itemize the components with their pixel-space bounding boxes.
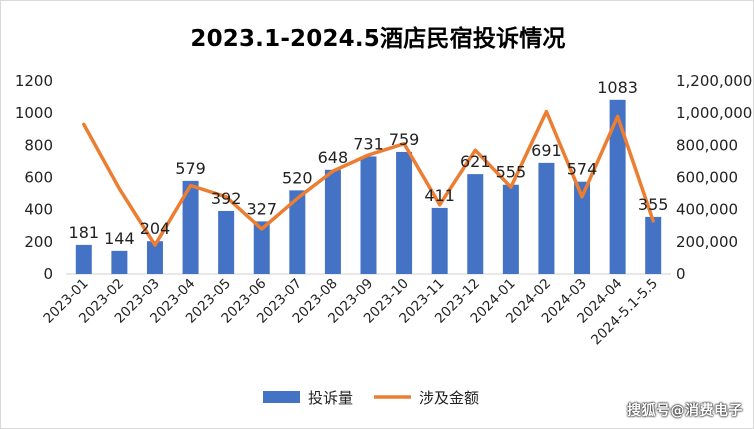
- bar-value-label: 579: [175, 159, 206, 178]
- bar-2023-10: [396, 151, 413, 274]
- bar-2023-06: [253, 221, 270, 274]
- bar-value-label: 574: [567, 160, 598, 179]
- bar-value-label: 204: [140, 219, 171, 238]
- bar-2024-5.1-5.5: [645, 216, 662, 274]
- bar-2023-07: [289, 190, 306, 274]
- watermark: 搜狐号@消费电子: [627, 403, 743, 419]
- right-y-tick-label: 0: [676, 265, 686, 283]
- left-y-tick-label: 1200: [15, 72, 53, 90]
- bar-2023-03: [146, 241, 163, 274]
- bar-2023-02: [111, 250, 128, 274]
- right-y-tick-label: 1,000,000: [676, 104, 752, 122]
- legend-swatch-bar: [263, 391, 300, 403]
- bar-value-label: 355: [638, 195, 669, 214]
- bar-value-label: 1083: [597, 78, 638, 97]
- bar-value-label: 411: [424, 186, 455, 205]
- bar-value-label: 621: [460, 152, 491, 171]
- amount-line: [82, 109, 655, 247]
- bar-2024-01: [502, 184, 519, 274]
- legend-label-bar: 投诉量: [308, 389, 353, 407]
- right-y-tick-label: 1,200,000: [676, 72, 752, 90]
- left-y-tick-label: 0: [43, 265, 53, 283]
- chart-title: 2023.1-2024.5酒店民宿投诉情况: [190, 26, 566, 52]
- left-y-tick-label: 400: [24, 201, 53, 219]
- bar-2023-12: [467, 174, 484, 274]
- bar-value-label: 181: [69, 223, 100, 242]
- bar-2023-11: [431, 207, 448, 274]
- bar-2023-04: [182, 180, 199, 274]
- bar-value-label: 691: [531, 141, 562, 160]
- legend-label-line: 涉及金额: [419, 389, 479, 407]
- bar-value-label: 759: [389, 130, 420, 149]
- bar-2023-08: [324, 169, 341, 274]
- right-y-tick-label: 400,000: [676, 201, 738, 219]
- bar-2023-09: [360, 156, 377, 274]
- bar-value-label: 144: [104, 229, 135, 248]
- bar-value-label: 648: [318, 148, 349, 167]
- left-y-tick-label: 1000: [15, 104, 53, 122]
- bar-2024-04: [609, 99, 626, 274]
- bar-2024-03: [574, 181, 591, 274]
- right-y-tick-label: 600,000: [676, 169, 738, 187]
- left-y-tick-label: 600: [24, 169, 53, 187]
- bar-value-label: 327: [246, 199, 277, 218]
- bar-value-label: 555: [496, 163, 527, 182]
- right-y-tick-label: 800,000: [676, 136, 738, 154]
- bar-value-label: 392: [211, 189, 242, 208]
- left-y-tick-label: 800: [24, 136, 53, 154]
- left-y-tick-label: 200: [24, 233, 53, 251]
- bar-2024-02: [538, 162, 555, 274]
- right-y-tick-label: 200,000: [676, 233, 738, 251]
- bar-2023-01: [75, 244, 92, 274]
- bar-value-label: 731: [353, 134, 384, 153]
- bar-value-label: 520: [282, 168, 313, 187]
- bar-2023-05: [218, 210, 235, 274]
